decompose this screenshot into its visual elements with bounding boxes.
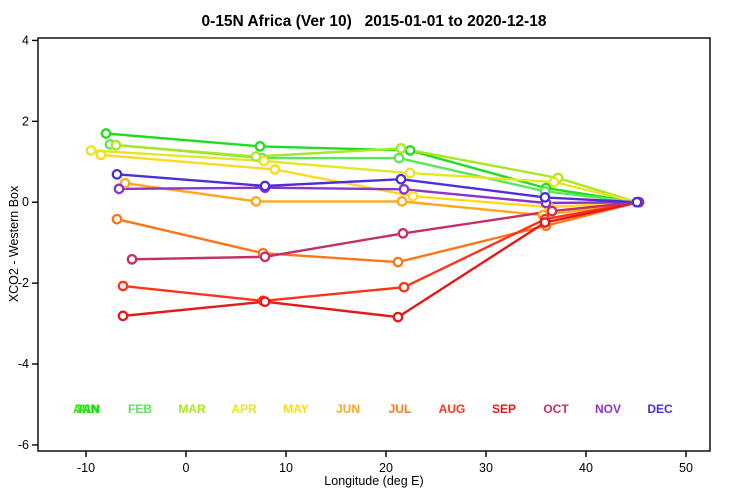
series-may-point (269, 164, 281, 175)
y-tick-label: -6 (18, 438, 29, 452)
month-label-jan: JAN (76, 402, 100, 416)
x-tick-label: -10 (77, 461, 95, 475)
x-tick-label: 30 (479, 461, 493, 475)
month-label-jun: JUN (336, 402, 360, 416)
series-may-point (95, 149, 107, 161)
series-oct-point (397, 228, 409, 239)
x-tick-label: 40 (579, 461, 593, 475)
x-tick-label: 20 (379, 461, 393, 475)
y-tick-label: -2 (18, 276, 29, 290)
month-label-jul: JUL (389, 402, 412, 416)
series-jan-point (100, 128, 112, 139)
series-nov-point (113, 183, 125, 195)
series-oct-point (546, 205, 558, 217)
series-oct-line (130, 200, 640, 261)
series-feb-point (393, 152, 405, 164)
series-sep-point (392, 311, 404, 323)
series-dec-point (111, 168, 123, 180)
y-tick-label: 0 (22, 195, 29, 209)
series-jul-point (111, 213, 123, 225)
series-oct-point (259, 251, 271, 263)
series-aug-point (117, 280, 129, 292)
y-tick-label: -4 (18, 357, 29, 371)
series-sep-point (539, 217, 551, 228)
x-tick-label: 10 (279, 461, 293, 475)
series-apr-point (548, 176, 560, 188)
x-tick-label: 50 (679, 461, 693, 475)
series-sep-line (121, 200, 641, 319)
series-mar-point (110, 139, 122, 151)
series-jul-point (392, 256, 404, 268)
series-dec-point (395, 173, 407, 185)
month-label-feb: FEB (128, 402, 152, 416)
y-axis-label: XCO2 - Western Box (7, 185, 21, 303)
series-jun-point (396, 196, 408, 207)
y-tick-label: 2 (22, 114, 29, 128)
series-apr-point (404, 167, 416, 179)
series-dec-point (539, 192, 551, 203)
y-tick-label: 4 (22, 33, 29, 47)
series-apr-point (258, 155, 270, 167)
series-jun-point (250, 196, 262, 207)
series-dec-point (259, 180, 271, 192)
plot-box (37, 37, 711, 452)
series-mar-point (395, 143, 407, 154)
series-sep-point (259, 296, 271, 308)
series-may-point (407, 190, 419, 202)
series-sep-point (117, 310, 129, 322)
x-tick-label: 0 (183, 461, 190, 475)
month-label-apr: APR (231, 402, 257, 416)
month-label-nov: NOV (595, 402, 621, 416)
month-label-may: MAY (283, 402, 309, 416)
series-jan-point (254, 141, 266, 152)
series-nov-point (398, 183, 410, 195)
series-aug-line (121, 200, 641, 303)
series-dec-point (631, 196, 643, 208)
series-apr-point (85, 145, 97, 156)
chart-title: 0-15N Africa (Ver 10) 2015-01-01 to 2020… (201, 13, 547, 30)
series-aug-point (398, 281, 410, 293)
month-label-sep: SEP (492, 402, 516, 416)
month-label-dec: DEC (647, 402, 673, 416)
month-label-ann: ANN (73, 402, 99, 416)
series-oct-point (126, 253, 138, 265)
series-jan-point (404, 145, 416, 156)
month-label-aug: AUG (439, 402, 466, 416)
series-mar-point (250, 151, 262, 162)
month-label-oct: OCT (543, 402, 569, 416)
x-axis-label: Longitude (deg E) (324, 474, 424, 488)
month-label-mar: MAR (178, 402, 206, 416)
